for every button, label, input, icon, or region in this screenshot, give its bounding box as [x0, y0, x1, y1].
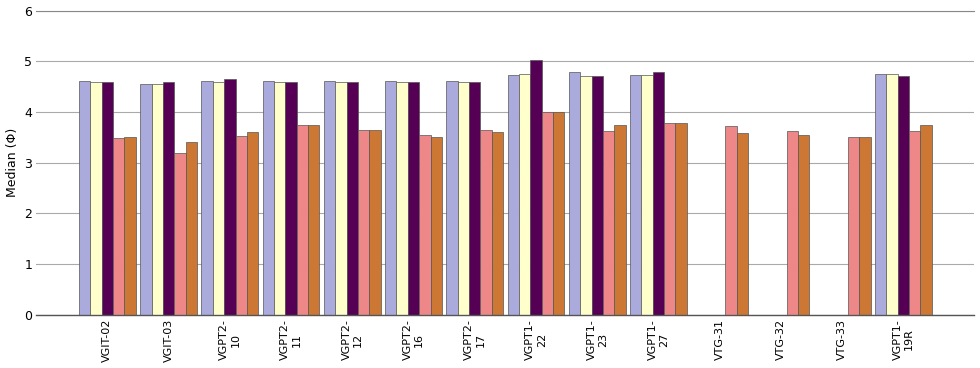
Bar — [274, 82, 285, 315]
Bar — [875, 74, 886, 315]
Bar — [213, 82, 224, 315]
Bar — [385, 81, 397, 315]
Bar — [480, 130, 492, 315]
Bar — [568, 72, 580, 315]
Bar — [102, 82, 113, 315]
Bar — [113, 138, 124, 315]
Bar — [285, 82, 297, 315]
Bar — [247, 132, 259, 315]
Bar — [185, 142, 197, 315]
Y-axis label: Median (Φ): Median (Φ) — [6, 128, 19, 197]
Bar — [542, 112, 553, 315]
Bar — [469, 82, 480, 315]
Bar — [603, 131, 614, 315]
Bar — [90, 82, 102, 315]
Bar — [124, 137, 136, 315]
Bar — [446, 81, 458, 315]
Bar — [492, 132, 503, 315]
Bar — [530, 60, 542, 315]
Bar — [553, 112, 564, 315]
Bar — [641, 75, 653, 315]
Bar — [263, 81, 274, 315]
Bar — [430, 137, 442, 315]
Bar — [174, 153, 185, 315]
Bar — [297, 125, 308, 315]
Bar — [140, 84, 152, 315]
Bar — [653, 72, 664, 315]
Bar — [201, 81, 213, 315]
Bar — [458, 82, 469, 315]
Bar — [397, 82, 408, 315]
Bar — [235, 137, 247, 315]
Bar — [79, 81, 90, 315]
Bar — [909, 131, 920, 315]
Bar — [369, 130, 380, 315]
Bar — [347, 82, 358, 315]
Bar — [519, 74, 530, 315]
Bar — [308, 125, 319, 315]
Bar — [798, 135, 809, 315]
Bar — [725, 126, 737, 315]
Bar — [335, 82, 347, 315]
Bar — [886, 74, 898, 315]
Bar — [508, 75, 519, 315]
Bar — [419, 135, 430, 315]
Bar — [859, 137, 870, 315]
Bar — [737, 133, 748, 315]
Bar — [163, 82, 174, 315]
Bar — [358, 130, 369, 315]
Bar — [152, 84, 163, 315]
Bar — [592, 77, 603, 315]
Bar — [787, 131, 798, 315]
Bar — [664, 123, 675, 315]
Bar — [630, 75, 641, 315]
Bar — [920, 125, 932, 315]
Bar — [675, 123, 687, 315]
Bar — [580, 77, 592, 315]
Bar — [898, 77, 909, 315]
Bar — [224, 79, 235, 315]
Bar — [408, 82, 419, 315]
Bar — [614, 125, 625, 315]
Bar — [323, 81, 335, 315]
Bar — [848, 137, 859, 315]
